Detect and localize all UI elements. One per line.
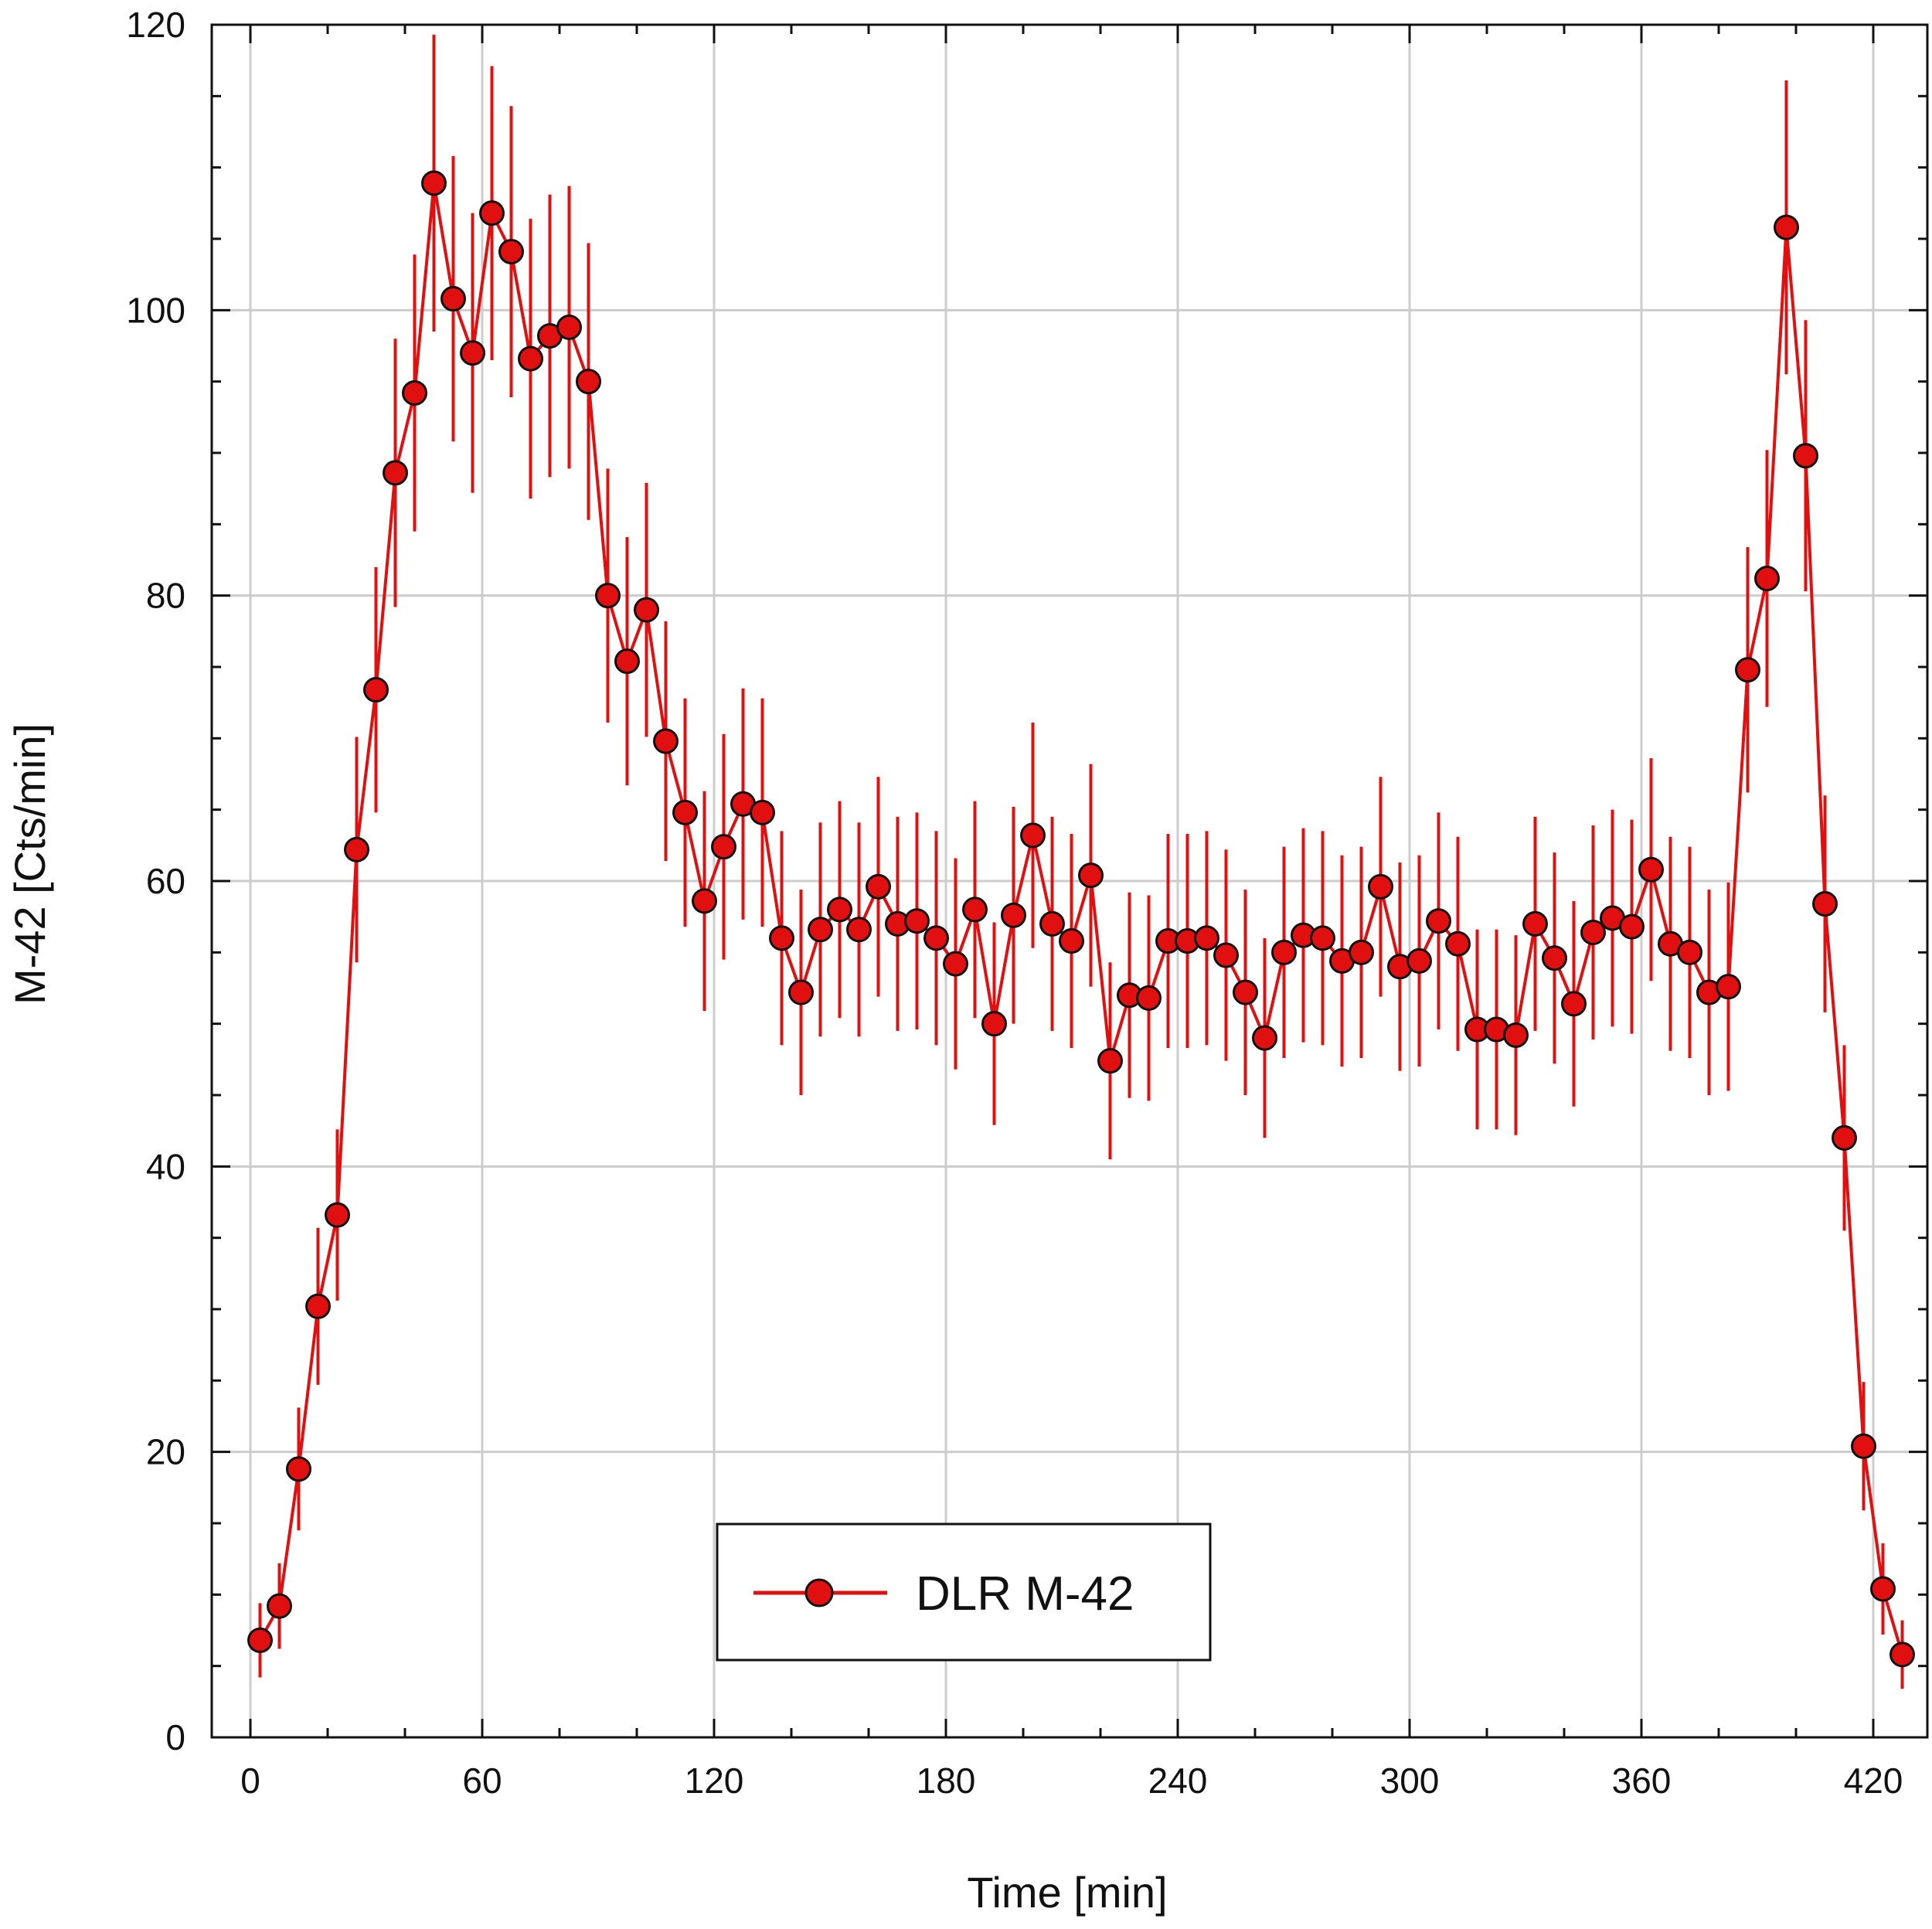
x-tick-label: 360 (1612, 1761, 1672, 1801)
data-point (1271, 939, 1297, 965)
data-point (1349, 939, 1374, 965)
data-point (1445, 930, 1471, 957)
y-tick-label: 120 (126, 5, 185, 45)
y-tick-label: 20 (146, 1432, 185, 1472)
data-point (1851, 1433, 1876, 1459)
data-point (1097, 1048, 1123, 1074)
legend-marker (804, 1578, 834, 1608)
data-point (1561, 991, 1587, 1017)
data-point (1233, 979, 1258, 1005)
data-point (479, 200, 505, 226)
data-point (1542, 945, 1567, 971)
x-tick-label: 300 (1380, 1761, 1440, 1801)
data-point (1735, 657, 1760, 683)
data-point (1812, 891, 1838, 917)
data-point (1059, 928, 1084, 954)
data-point (286, 1456, 311, 1482)
data-point (1580, 919, 1606, 945)
data-point (1426, 908, 1451, 934)
data-point (247, 1627, 273, 1653)
x-tick-label: 0 (240, 1761, 260, 1801)
data-point (923, 925, 949, 951)
series-line (258, 182, 1904, 1655)
x-tick-label: 60 (462, 1761, 502, 1801)
data-point (1503, 1022, 1529, 1048)
data-point (769, 925, 794, 951)
data-point (498, 239, 524, 265)
legend: DLR M-42 (716, 1522, 1212, 1662)
data-point (962, 896, 988, 923)
data-point (1213, 942, 1239, 968)
data-point (1638, 856, 1664, 883)
data-point (440, 286, 466, 312)
y-tick-label: 0 (165, 1717, 185, 1757)
grid-lines (212, 25, 1927, 1737)
data-point (653, 728, 679, 754)
data-point (711, 834, 736, 860)
data-point (1754, 566, 1780, 592)
data-point (556, 314, 582, 340)
data-point (1020, 822, 1046, 849)
x-tick-label: 420 (1844, 1761, 1903, 1801)
x-tick-label: 240 (1148, 1761, 1208, 1801)
data-point (1832, 1124, 1857, 1151)
data-point (267, 1593, 292, 1619)
data-point (1889, 1642, 1915, 1668)
data-point (788, 979, 814, 1005)
data-point (363, 677, 389, 703)
data-point (1252, 1025, 1277, 1051)
data-point (383, 460, 408, 486)
data-point (1194, 925, 1219, 951)
data-point (576, 369, 601, 395)
data-point (1677, 939, 1702, 965)
data-point (846, 917, 872, 943)
data-point (672, 799, 698, 825)
data-point (981, 1011, 1007, 1037)
data-point (1522, 910, 1548, 937)
data-point (1039, 910, 1065, 937)
data-point (421, 170, 447, 196)
legend-label: DLR M-42 (916, 1567, 1134, 1621)
data-series (247, 34, 1915, 1689)
y-tick-label: 80 (146, 576, 185, 616)
data-point (904, 908, 930, 934)
data-point (866, 873, 891, 900)
data-point (402, 379, 427, 406)
data-point (1716, 974, 1741, 1000)
data-point (1136, 985, 1162, 1011)
data-point (1368, 873, 1393, 900)
data-point (325, 1202, 350, 1228)
data-point (1619, 913, 1645, 940)
data-point (1310, 925, 1335, 951)
data-point (692, 888, 717, 914)
data-point (595, 583, 621, 609)
data-point (634, 597, 659, 623)
data-point (808, 917, 833, 943)
data-point (1793, 443, 1818, 469)
x-tick-label: 180 (917, 1761, 976, 1801)
plot-frame (210, 23, 1929, 1739)
data-point (1406, 947, 1432, 974)
data-point (460, 340, 485, 366)
data-point (1774, 214, 1799, 240)
data-point (943, 951, 968, 977)
x-tick-label: 120 (685, 1761, 744, 1801)
x-axis-title: Time [min] (967, 1868, 1167, 1917)
data-point (827, 896, 852, 923)
data-point (344, 836, 369, 862)
tick-labels: 0 60 120 180 240 300 360 420 0 20 40 60 80 100 120 (126, 5, 1903, 1801)
data-point (614, 648, 640, 675)
data-point (1870, 1576, 1896, 1602)
y-tick-label: 60 (146, 861, 185, 901)
data-point (518, 345, 543, 372)
y-tick-label: 40 (146, 1146, 185, 1186)
data-point (305, 1293, 331, 1319)
y-tick-label: 100 (126, 290, 185, 330)
data-point (1078, 862, 1104, 889)
y-axis-title: M-42 [Cts/min] (5, 723, 54, 1005)
data-point (1001, 902, 1026, 928)
data-point (750, 799, 775, 825)
